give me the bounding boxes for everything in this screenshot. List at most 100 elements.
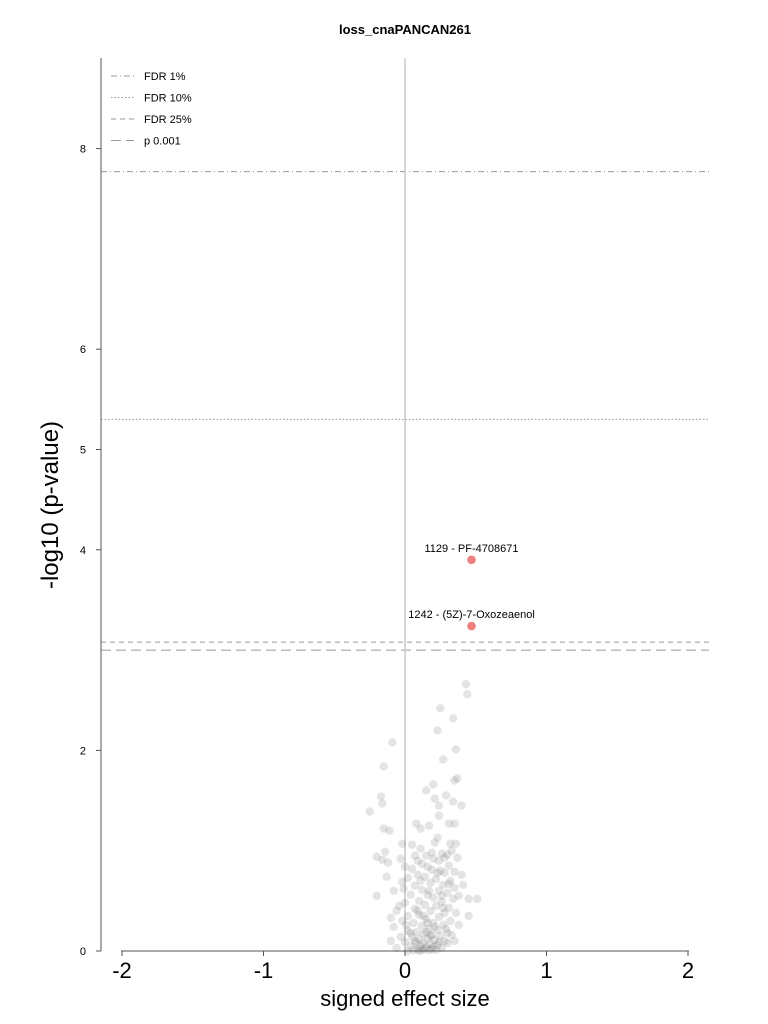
data-point bbox=[410, 904, 420, 914]
data-point bbox=[386, 936, 396, 946]
data-point bbox=[450, 883, 459, 893]
data-point bbox=[372, 852, 381, 861]
data-point bbox=[472, 894, 482, 904]
data-point bbox=[451, 745, 461, 754]
data-point bbox=[440, 936, 449, 946]
data-point bbox=[464, 911, 473, 921]
data-point bbox=[429, 893, 438, 903]
data-point bbox=[389, 922, 398, 932]
data-point bbox=[406, 928, 415, 938]
x-tick-label: 1 bbox=[540, 958, 552, 983]
data-point bbox=[416, 844, 425, 853]
data-point bbox=[380, 847, 390, 856]
data-point bbox=[400, 862, 410, 871]
data-point bbox=[392, 943, 401, 953]
data-point bbox=[457, 870, 466, 879]
data-point bbox=[419, 938, 428, 948]
data-point bbox=[427, 865, 437, 874]
data-point bbox=[448, 894, 458, 904]
data-point bbox=[426, 906, 435, 916]
data-point bbox=[451, 839, 461, 848]
data-point bbox=[422, 786, 431, 795]
data-point bbox=[441, 924, 451, 934]
data-point bbox=[429, 854, 438, 863]
data-point bbox=[430, 838, 439, 847]
data-point bbox=[430, 922, 439, 932]
data-point bbox=[416, 824, 425, 833]
data-point bbox=[412, 938, 421, 948]
data-point bbox=[426, 939, 435, 949]
data-point bbox=[439, 755, 448, 764]
data-point bbox=[426, 931, 435, 941]
data-point bbox=[439, 880, 448, 890]
data-point bbox=[439, 920, 448, 930]
highlighted-point bbox=[467, 555, 476, 565]
y-tick-label: 8 bbox=[80, 144, 86, 156]
data-point bbox=[433, 925, 442, 935]
data-point bbox=[386, 913, 396, 923]
data-point bbox=[448, 714, 458, 723]
data-point bbox=[388, 738, 397, 747]
data-point bbox=[437, 891, 446, 901]
data-point bbox=[424, 821, 434, 830]
data-point bbox=[389, 886, 398, 896]
data-point bbox=[413, 856, 422, 865]
data-point bbox=[403, 926, 413, 936]
data-point bbox=[433, 868, 442, 877]
highlighted-point-label: 1129 - PF-4708671 bbox=[425, 543, 519, 555]
data-point bbox=[443, 888, 452, 898]
data-point bbox=[417, 885, 427, 895]
data-point bbox=[454, 920, 463, 930]
data-point bbox=[436, 931, 445, 941]
data-point bbox=[437, 943, 446, 953]
data-point bbox=[451, 908, 461, 918]
data-point bbox=[454, 891, 463, 901]
data-point bbox=[378, 855, 387, 864]
data-point bbox=[414, 934, 424, 944]
data-point bbox=[443, 850, 452, 859]
data-point bbox=[429, 918, 438, 928]
data-point bbox=[416, 941, 425, 951]
data-point bbox=[424, 924, 434, 934]
data-point bbox=[414, 910, 424, 920]
data-point bbox=[453, 774, 462, 783]
data-point bbox=[422, 942, 431, 952]
data-point bbox=[427, 848, 437, 857]
data-point bbox=[443, 928, 452, 938]
data-point bbox=[407, 932, 417, 942]
data-point bbox=[376, 792, 386, 801]
data-point bbox=[399, 884, 408, 894]
data-point bbox=[423, 890, 432, 900]
data-point bbox=[417, 945, 427, 955]
data-point bbox=[413, 906, 422, 916]
legend-label: FDR 10% bbox=[144, 93, 192, 105]
data-point bbox=[413, 870, 422, 879]
data-point bbox=[403, 873, 413, 882]
highlighted-points: 1129 - PF-4708671 1242 - (5Z)-7-Oxozeaeno… bbox=[408, 543, 535, 631]
data-point bbox=[417, 859, 427, 868]
data-point bbox=[409, 918, 418, 928]
data-point bbox=[450, 819, 459, 828]
data-point bbox=[410, 936, 420, 946]
scatter-points bbox=[365, 680, 482, 956]
data-point bbox=[439, 903, 448, 913]
data-point bbox=[420, 872, 430, 881]
data-point bbox=[443, 938, 452, 948]
y-tick-label: 4 bbox=[80, 545, 86, 557]
data-point bbox=[464, 894, 473, 904]
data-point bbox=[402, 920, 411, 930]
data-point bbox=[447, 930, 456, 940]
data-point bbox=[433, 726, 442, 735]
data-point bbox=[444, 903, 454, 913]
data-point bbox=[407, 864, 417, 873]
data-point bbox=[437, 897, 446, 907]
data-point bbox=[450, 936, 459, 946]
data-point bbox=[423, 934, 432, 944]
data-point bbox=[436, 704, 445, 713]
data-point bbox=[372, 891, 381, 901]
data-point bbox=[422, 851, 431, 860]
y-tick-label: 0 bbox=[80, 946, 86, 958]
data-point bbox=[417, 921, 427, 931]
y-axis-ticks: 0 2 4 5 6 8 bbox=[80, 144, 101, 958]
